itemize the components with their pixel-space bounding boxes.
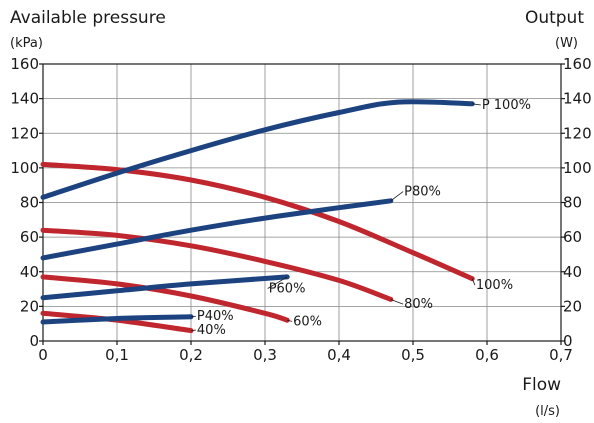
x-tick-label: 0,7 (549, 346, 573, 364)
series-label-leader (190, 315, 196, 318)
pressure-curve-100 (40, 161, 475, 282)
x-axis-unit: (l/s) (535, 404, 560, 419)
y-tick-label: 60 (20, 228, 39, 246)
y-tick-label: 80 (20, 194, 39, 212)
x-tick-label: 0,2 (179, 346, 203, 364)
series-label-leader (190, 329, 196, 332)
y2-tick-label: 0 (563, 332, 573, 350)
y-tick-label: 40 (20, 263, 39, 281)
left-axis-title: Available pressure (10, 8, 166, 28)
x-tick-label: 0,3 (253, 346, 277, 364)
right-axis-unit: (W) (555, 36, 578, 51)
x-tick-label: 0,4 (327, 346, 351, 364)
y-tick-label: 160 (10, 55, 39, 73)
output-curve-p80 (40, 198, 394, 261)
series-label-100: 100% (476, 278, 513, 293)
pressure-curve-60 (40, 274, 290, 323)
x-tick-label: 0,6 (475, 346, 499, 364)
y2-tick-label: 60 (563, 228, 582, 246)
pressure-curve-80 (40, 227, 394, 302)
right-axis-title: Output (525, 8, 584, 28)
y2-tick-label: 40 (563, 263, 582, 281)
series-label-p100: P 100% (482, 98, 531, 113)
y2-tick-label: 80 (563, 194, 582, 212)
y2-tick-label: 140 (563, 90, 592, 108)
series-labels: 100% 80% 60% 40% P 100% P80% P60% P40% (190, 98, 531, 338)
series-label-p60: P60% (269, 282, 306, 297)
y-tick-label: 100 (10, 159, 39, 177)
series-label-leader (390, 191, 404, 202)
y-tick-label: 20 (20, 297, 39, 315)
x-axis-title: Flow (522, 375, 561, 395)
series-label-leader (287, 319, 293, 322)
output-curve-p60 (40, 274, 290, 301)
output-curve-p100 (40, 99, 475, 200)
y-tick-label: 120 (10, 124, 39, 142)
series-label-leader (267, 276, 288, 289)
series-label-leader (471, 278, 476, 286)
y2-tick-label: 20 (563, 297, 582, 315)
y2-tick-label: 160 (563, 55, 592, 73)
y2-tick-label: 120 (563, 124, 592, 142)
series-label-40: 40% (197, 323, 226, 338)
series-curves (40, 99, 475, 334)
x-tick-label: 0 (38, 346, 48, 364)
y2-tick-label: 100 (563, 159, 592, 177)
series-label-80: 80% (404, 297, 433, 312)
series-label-leader (472, 103, 481, 106)
y-tick-label: 0 (29, 332, 39, 350)
left-axis-unit: (kPa) (10, 36, 43, 51)
x-tick-label: 0,5 (401, 346, 425, 364)
series-label-leader (390, 299, 404, 305)
series-label-60: 60% (293, 314, 322, 329)
series-label-p80: P80% (404, 185, 441, 200)
series-label-p40: P40% (197, 309, 234, 324)
output-curve-p40 (40, 314, 194, 325)
y-tick-label: 140 (10, 90, 39, 108)
x-tick-label: 0,1 (105, 346, 129, 364)
